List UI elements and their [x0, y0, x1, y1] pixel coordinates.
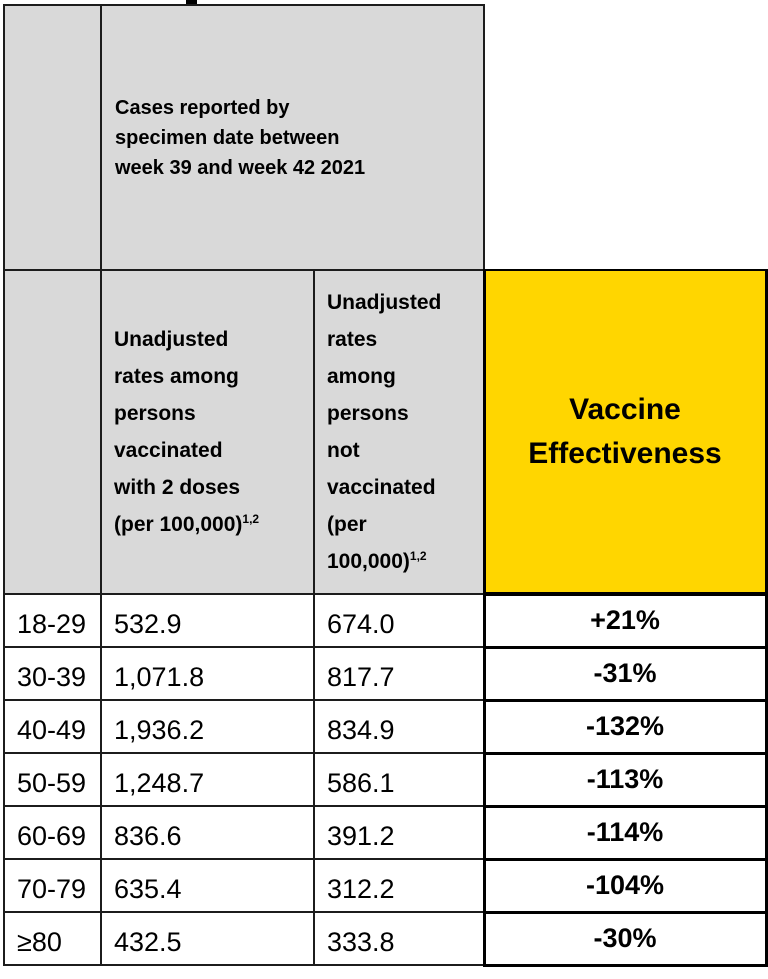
- unvaccinated-rate-cell: 834.9: [313, 699, 485, 754]
- effectiveness-cell: -132%: [482, 698, 768, 755]
- unvaccinated-rate-cell: 586.1: [313, 752, 485, 807]
- empty-top-right-area: [484, 5, 766, 270]
- vaccinated-rate-cell: 1,071.8: [100, 646, 315, 701]
- vaccine-effectiveness-header-text: Vaccine Effectiveness: [528, 392, 722, 470]
- unvaccinated-rate-cell: 391.2: [313, 805, 485, 860]
- unvaccinated-rate-cell: 817.7: [313, 646, 485, 701]
- age-column-spacer-cell: [3, 269, 102, 595]
- age-group-cell: 30-39: [3, 646, 102, 701]
- table-row: 50-59 1,248.7 586.1 -113%: [3, 751, 768, 808]
- empty-corner-cell: [3, 4, 102, 271]
- effectiveness-cell: -113%: [482, 751, 768, 808]
- age-group-cell: 50-59: [3, 752, 102, 807]
- unvaccinated-rates-header-cell: Unadjusted rates among persons not vacci…: [313, 269, 485, 595]
- period-header-cell: Cases reported by specimen date between …: [100, 4, 485, 271]
- age-group-cell: 60-69: [3, 805, 102, 860]
- vaccine-effectiveness-header-cell: Vaccine Effectiveness: [482, 269, 768, 596]
- age-group-cell: ≥80: [3, 911, 102, 966]
- age-group-cell: 18-29: [3, 593, 102, 648]
- table-row: 60-69 836.6 391.2 -114%: [3, 804, 768, 861]
- effectiveness-cell: -114%: [482, 804, 768, 861]
- vaccinated-rate-cell: 836.6: [100, 805, 315, 860]
- unvaccinated-rate-cell: 674.0: [313, 593, 485, 648]
- period-header-text: Cases reported by specimen date between …: [115, 96, 366, 179]
- unvaccinated-rate-cell: 312.2: [313, 858, 485, 913]
- cropped-title-text-fragment: [186, 0, 197, 5]
- vaccinated-rate-cell: 1,936.2: [100, 699, 315, 754]
- effectiveness-cell: -104%: [482, 857, 768, 914]
- vaccinated-rate-cell: 532.9: [100, 593, 315, 648]
- vaccinated-rate-cell: 432.5: [100, 911, 315, 966]
- footnote-marker: 1,2: [242, 512, 260, 526]
- table-row: 40-49 1,936.2 834.9 -132%: [3, 698, 768, 755]
- age-group-cell: 70-79: [3, 858, 102, 913]
- table-row: ≥80 432.5 333.8 -30%: [3, 910, 768, 967]
- table-row: 70-79 635.4 312.2 -104%: [3, 857, 768, 914]
- column-header-row: Unadjusted rates among persons vaccinate…: [3, 269, 768, 596]
- vaccinated-rate-cell: 1,248.7: [100, 752, 315, 807]
- unvaccinated-rate-cell: 333.8: [313, 911, 485, 966]
- table-row: 30-39 1,071.8 817.7 -31%: [3, 645, 768, 702]
- period-header-row: Cases reported by specimen date between …: [3, 4, 766, 271]
- effectiveness-cell: +21%: [482, 592, 768, 649]
- effectiveness-cell: -31%: [482, 645, 768, 702]
- vaccinated-rate-cell: 635.4: [100, 858, 315, 913]
- age-group-cell: 40-49: [3, 699, 102, 754]
- footnote-marker: 1,2: [409, 549, 427, 563]
- unvaccinated-rates-header-text: Unadjusted rates among persons not vacci…: [327, 291, 442, 573]
- effectiveness-cell: -30%: [482, 910, 768, 967]
- vaccinated-rates-header-cell: Unadjusted rates among persons vaccinate…: [100, 269, 315, 595]
- vaccinated-rates-header-text: Unadjusted rates among persons vaccinate…: [114, 328, 243, 536]
- vaccine-effectiveness-table: Cases reported by specimen date between …: [3, 4, 768, 967]
- table-row: 18-29 532.9 674.0 +21%: [3, 592, 768, 649]
